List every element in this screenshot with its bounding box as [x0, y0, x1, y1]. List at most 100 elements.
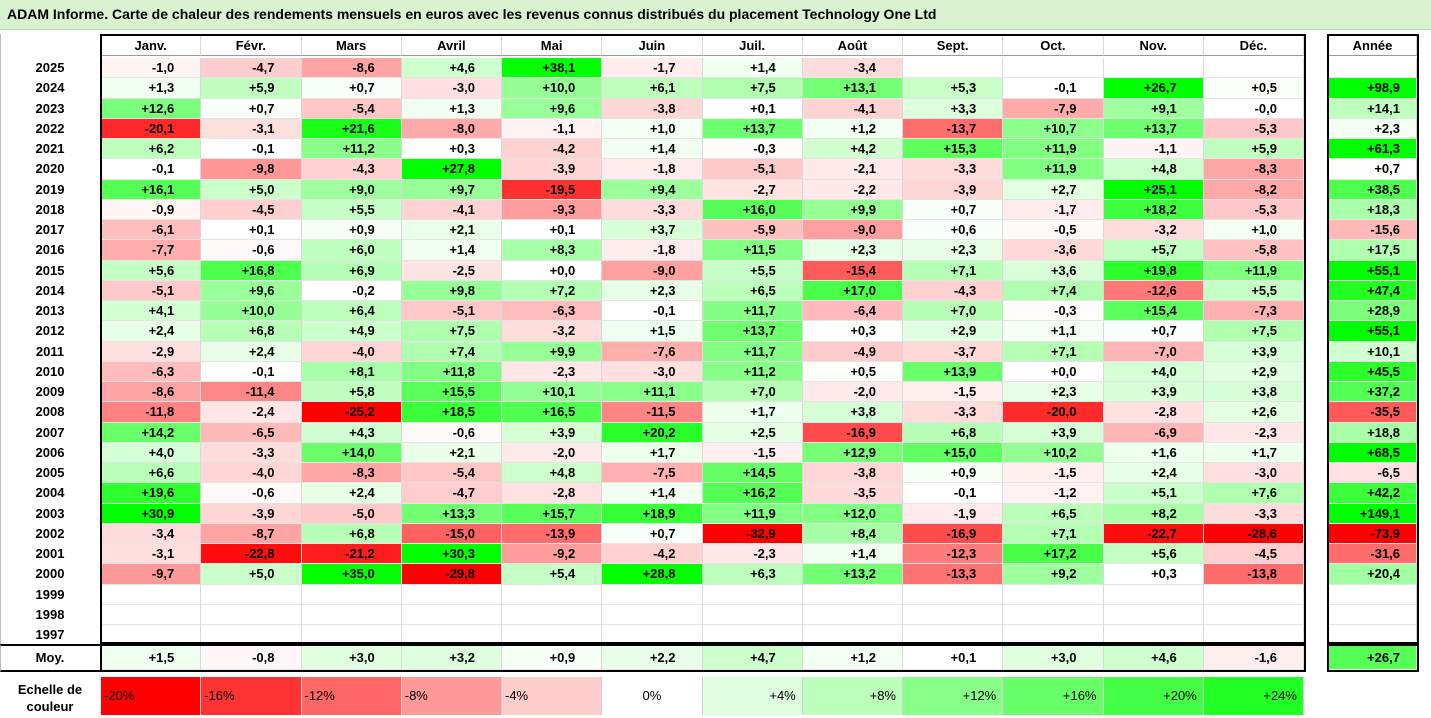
annual-cell: +47,4: [1329, 280, 1417, 301]
heatmap-cell: +2,3: [802, 240, 903, 261]
heatmap-cell: +1,3: [401, 98, 502, 119]
heatmap-cell: +11,1: [602, 382, 703, 403]
heatmap-cell: [802, 604, 903, 625]
heatmap-cell: [101, 604, 202, 625]
heatmap-cell: +11,9: [1203, 260, 1304, 281]
annual-cell: -6,5: [1329, 463, 1417, 484]
heatmap-cell: +2,7: [1003, 179, 1104, 200]
heatmap-cell: +11,9: [1003, 139, 1104, 160]
heatmap-cell: +12,6: [101, 98, 202, 119]
year-label: 2016: [35, 242, 65, 258]
heatmap-cell: +14,2: [101, 422, 202, 443]
heatmap-cell: +0,5: [802, 361, 903, 382]
heatmap-cell: -22,7: [1103, 523, 1204, 544]
annual-cell: [1329, 584, 1417, 605]
heatmap-cell: -7,9: [1003, 98, 1104, 119]
heatmap-cell: +1,0: [602, 118, 703, 139]
heatmap-cell: [401, 625, 502, 646]
annual-cell: -73,9: [1329, 523, 1417, 544]
heatmap-cell: [1203, 625, 1304, 646]
average-label: Moy.: [35, 650, 65, 665]
average-cell: -1,6: [1203, 646, 1304, 670]
heatmap-cell: +4,0: [1103, 361, 1204, 382]
heatmap-cell: +5,0: [201, 179, 302, 200]
heatmap-cell: +1,7: [602, 442, 703, 463]
heatmap-cell: +1,3: [101, 78, 202, 99]
heatmap-cell: [502, 604, 603, 625]
heatmap-cell: +2,3: [903, 240, 1004, 261]
heatmap-cell: +5,9: [201, 78, 302, 99]
heatmap-cell: -9,7: [101, 564, 202, 585]
heatmap-cell: -3,3: [602, 199, 703, 220]
heatmap-cell: -0,0: [1203, 98, 1304, 119]
heatmap-cell: +0,3: [1103, 564, 1204, 585]
heatmap-cell: +4,6: [401, 58, 502, 79]
heatmap-cell: +4,3: [301, 422, 402, 443]
heatmap-cell: +5,8: [301, 382, 402, 403]
heatmap-cell: -3,7: [903, 341, 1004, 362]
heatmap-cell: +4,9: [301, 321, 402, 342]
heatmap-cell: +5,6: [101, 260, 202, 281]
heatmap-cell: +7,6: [1203, 483, 1304, 504]
annual-cell: [1329, 58, 1417, 79]
heatmap-cell: -3,0: [401, 78, 502, 99]
year-label: 2024: [35, 80, 65, 96]
heatmap-cell: -5,1: [101, 280, 202, 301]
heatmap-cell: +6,8: [903, 422, 1004, 443]
heatmap-cell: -6,1: [101, 220, 202, 241]
heatmap-cell: -3,0: [602, 361, 703, 382]
heatmap-cell: +6,8: [301, 523, 402, 544]
heatmap-cell: [101, 584, 202, 605]
heatmap-cell: +14,5: [702, 463, 803, 484]
month-header: Mai: [502, 36, 603, 56]
heatmap-cell: -0,6: [201, 483, 302, 504]
heatmap-cell: +3,8: [802, 402, 903, 423]
month-header: Mars: [301, 36, 402, 56]
heatmap-cell: +9,4: [602, 179, 703, 200]
heatmap-cell: +12,0: [802, 503, 903, 524]
heatmap-cell: +2,1: [401, 442, 502, 463]
heatmap-cell: [1003, 584, 1104, 605]
heatmap-cell: +2,4: [301, 483, 402, 504]
heatmap-cell: -2,1: [802, 159, 903, 180]
heatmap-cell: -12,3: [903, 544, 1004, 565]
heatmap-cell: +9,7: [401, 179, 502, 200]
heatmap-cell: -32,9: [702, 523, 803, 544]
heatmap-cell: +8,1: [301, 361, 402, 382]
heatmap-cell: [802, 625, 903, 646]
heatmap-cell: [1103, 625, 1204, 646]
heatmap-cell: +1,7: [1203, 442, 1304, 463]
heatmap-cell: +13,7: [1103, 118, 1204, 139]
heatmap-cell: -2,4: [201, 402, 302, 423]
heatmap-cell: +3,9: [1203, 341, 1304, 362]
heatmap-cell: [502, 584, 603, 605]
month-header: Nov.: [1103, 36, 1204, 56]
year-label: 2006: [35, 444, 65, 460]
heatmap-cell: -5,1: [702, 159, 803, 180]
heatmap-cell: -1,5: [903, 382, 1004, 403]
heatmap-cell: -2,3: [702, 544, 803, 565]
heatmap-cell: +2,1: [401, 220, 502, 241]
heatmap-cell: [1203, 604, 1304, 625]
heatmap-cell: -20,1: [101, 118, 202, 139]
heatmap-cell: -11,4: [201, 382, 302, 403]
heatmap-cell: +0,1: [201, 220, 302, 241]
heatmap-cell: -0,3: [1003, 301, 1104, 322]
heatmap-cell: -3,3: [201, 442, 302, 463]
heatmap-cell: +7,2: [502, 280, 603, 301]
heatmap-cell: +6,6: [101, 463, 202, 484]
heatmap-cell: -5,4: [401, 463, 502, 484]
heatmap-cell: -7,0: [1103, 341, 1204, 362]
heatmap-cell: [1203, 584, 1304, 605]
heatmap-cell: +7,1: [1003, 523, 1104, 544]
heatmap-cell: +3,6: [1003, 260, 1104, 281]
heatmap-cell: +5,4: [502, 564, 603, 585]
heatmap-cell: -1,7: [602, 58, 703, 79]
heatmap-cell: +18,9: [602, 503, 703, 524]
heatmap-cell: +13,7: [702, 321, 803, 342]
annual-cell: +28,9: [1329, 301, 1417, 322]
heatmap-cell: +10,0: [502, 78, 603, 99]
heatmap-cell: +11,5: [702, 240, 803, 261]
heatmap-cell: -4,3: [903, 280, 1004, 301]
year-label: 2018: [35, 201, 65, 217]
